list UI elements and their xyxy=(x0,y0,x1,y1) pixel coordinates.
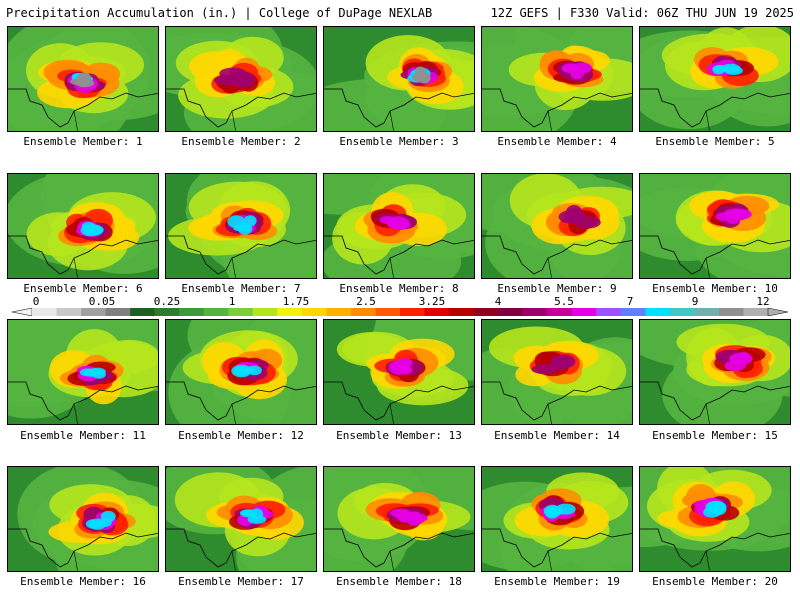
colorbar-max-arrow xyxy=(767,308,788,316)
ensemble-map-9 xyxy=(481,173,633,279)
ensemble-map-8 xyxy=(323,173,475,279)
ensemble-map-18 xyxy=(323,466,475,572)
colorbar-tick-label: 2.5 xyxy=(356,295,376,308)
colorbar-tick-label: 4 xyxy=(494,295,502,308)
ensemble-member-label: Ensemble Member: 15 xyxy=(652,429,778,442)
ensemble-member-label: Ensemble Member: 20 xyxy=(652,575,778,588)
ensemble-map-6 xyxy=(7,173,159,279)
colorbar-swatch xyxy=(350,308,376,316)
colorbar-swatch xyxy=(32,308,57,316)
ensemble-member-label: Ensemble Member: 16 xyxy=(20,575,146,588)
colorbar-swatch xyxy=(301,308,327,316)
ensemble-member-label: Ensemble Member: 18 xyxy=(336,575,462,588)
ensemble-member-label: Ensemble Member: 5 xyxy=(655,135,775,148)
ensemble-member-label: Ensemble Member: 1 xyxy=(23,135,143,148)
colorbar-swatch xyxy=(375,308,401,316)
colorbar-swatch xyxy=(277,308,303,316)
forecast-valid-time: 12Z GEFS | F330 Valid: 06Z THU JUN 19 20… xyxy=(490,6,794,20)
ensemble-member-label: Ensemble Member: 8 xyxy=(339,282,459,295)
ensemble-map-17 xyxy=(165,466,317,572)
ensemble-map-5 xyxy=(639,26,791,132)
ensemble-map-19 xyxy=(481,466,633,572)
colorbar-swatch xyxy=(645,308,671,316)
colorbar-tick-label: 12 xyxy=(756,295,770,308)
colorbar-swatch xyxy=(522,308,548,316)
colorbar-tick-label: 0 xyxy=(32,295,40,308)
ensemble-member-label: Ensemble Member: 6 xyxy=(23,282,143,295)
page-title: Precipitation Accumulation (in.) | Colle… xyxy=(6,6,433,20)
ensemble-map-11 xyxy=(7,319,159,425)
colorbar-swatch xyxy=(743,308,769,316)
ensemble-member-label: Ensemble Member: 3 xyxy=(339,135,459,148)
ensemble-map-3 xyxy=(323,26,475,132)
colorbar-swatch xyxy=(449,308,474,316)
colorbar-tick-label: 7 xyxy=(626,295,634,308)
colorbar-swatch xyxy=(473,308,499,316)
colorbar-tick-label: 3.25 xyxy=(418,295,446,308)
colorbar-swatch xyxy=(56,308,82,316)
ensemble-map-13 xyxy=(323,319,475,425)
ensemble-member-label: Ensemble Member: 9 xyxy=(497,282,617,295)
colorbar-min-arrow xyxy=(12,308,33,316)
colorbar-swatch xyxy=(252,308,278,316)
colorbar-swatch xyxy=(694,308,720,316)
ensemble-member-label: Ensemble Member: 7 xyxy=(181,282,301,295)
ensemble-member-label: Ensemble Member: 2 xyxy=(181,135,301,148)
ensemble-member-label: Ensemble Member: 11 xyxy=(20,429,146,442)
colorbar xyxy=(12,308,788,316)
colorbar-swatch xyxy=(130,308,155,316)
colorbar-tick-label: 0.25 xyxy=(153,295,181,308)
ensemble-map-20 xyxy=(639,466,791,572)
colorbar-swatch xyxy=(203,308,229,316)
colorbar-swatch xyxy=(326,308,352,316)
colorbar-swatch xyxy=(547,308,573,316)
ensemble-map-15 xyxy=(639,319,791,425)
colorbar-swatch xyxy=(105,308,131,316)
ensemble-map-7 xyxy=(165,173,317,279)
colorbar-swatch xyxy=(424,308,450,316)
colorbar-swatch xyxy=(596,308,622,316)
colorbar-swatch xyxy=(179,308,205,316)
colorbar-tick-label: 9 xyxy=(691,295,699,308)
ensemble-map-10 xyxy=(639,173,791,279)
colorbar-tick-label: 1 xyxy=(228,295,236,308)
ensemble-map-4 xyxy=(481,26,633,132)
colorbar-swatch xyxy=(669,308,695,316)
colorbar-swatch xyxy=(498,308,523,316)
ensemble-map-2 xyxy=(165,26,317,132)
colorbar-swatch xyxy=(620,308,646,316)
ensemble-map-16 xyxy=(7,466,159,572)
ensemble-map-12 xyxy=(165,319,317,425)
colorbar-swatch xyxy=(154,308,180,316)
colorbar-swatch xyxy=(718,308,744,316)
colorbar-tick-label: 1.75 xyxy=(282,295,310,308)
colorbar-swatch xyxy=(400,308,425,316)
colorbar-swatch xyxy=(228,308,254,316)
ensemble-member-label: Ensemble Member: 13 xyxy=(336,429,462,442)
colorbar-tick-label: 5.5 xyxy=(554,295,574,308)
ensemble-member-label: Ensemble Member: 4 xyxy=(497,135,617,148)
ensemble-member-label: Ensemble Member: 12 xyxy=(178,429,304,442)
ensemble-member-label: Ensemble Member: 10 xyxy=(652,282,778,295)
ensemble-member-label: Ensemble Member: 19 xyxy=(494,575,620,588)
colorbar-swatch xyxy=(81,308,106,316)
ensemble-member-label: Ensemble Member: 14 xyxy=(494,429,620,442)
ensemble-member-label: Ensemble Member: 17 xyxy=(178,575,304,588)
ensemble-map-14 xyxy=(481,319,633,425)
ensemble-map-1 xyxy=(7,26,159,132)
colorbar-swatch xyxy=(571,308,597,316)
colorbar-tick-label: 0.05 xyxy=(88,295,116,308)
